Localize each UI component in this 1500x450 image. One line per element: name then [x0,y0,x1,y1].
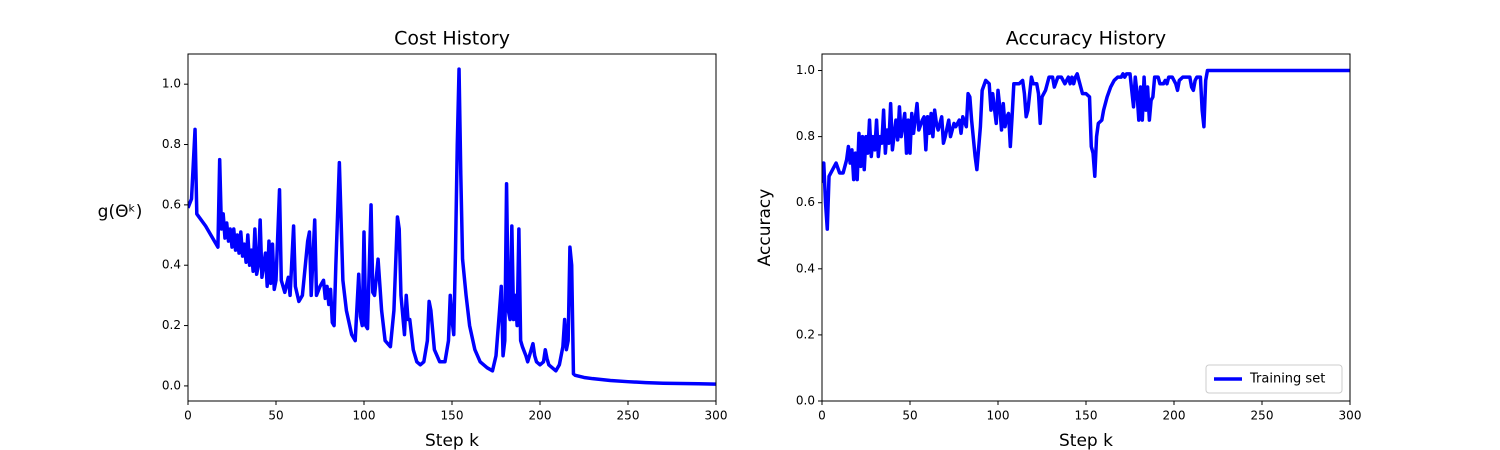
y-tick-label: 1.0 [796,63,815,77]
axes-frame [187,53,717,402]
y-tick-label: 0.2 [162,318,181,332]
y-tick-label: 0.6 [796,195,815,209]
x-tick-label: 300 [705,409,728,423]
legend-text: Training set [1249,372,1325,387]
y-axis-label: Accuracy [755,189,775,267]
x-tick-label: 50 [268,409,283,423]
x-tick-label: 300 [1339,409,1362,423]
x-tick-label: 200 [1163,409,1186,423]
chart-title: Cost History [394,28,510,50]
x-tick-label: 200 [529,409,552,423]
axes-frame [821,53,1351,402]
y-tick-label: 0.0 [796,394,815,408]
y-axis-label: g(Θᵏ) [98,202,143,222]
y-tick-label: 0.0 [162,378,181,392]
y-tick-label: 0.4 [162,258,181,272]
x-axis-label: Step k [425,431,479,450]
line [188,67,716,386]
x-tick-label: 250 [617,409,640,423]
x-tick-label: 150 [1075,409,1098,423]
y-tick-label: 0.2 [796,327,815,341]
x-tick-label: 0 [818,409,826,423]
y-tick-label: 0.6 [162,197,181,211]
x-tick-label: 50 [902,409,917,423]
x-tick-label: 100 [987,409,1010,423]
y-tick-label: 1.0 [162,77,181,91]
x-tick-label: 0 [184,409,192,423]
line [822,68,1350,231]
x-axis-label: Step k [1059,431,1113,450]
x-tick-label: 250 [1251,409,1274,423]
x-tick-label: 100 [353,409,376,423]
legend-box [1205,364,1343,394]
y-tick-label: 0.4 [796,261,815,275]
chart-title: Accuracy History [1006,28,1166,50]
x-tick-label: 150 [441,409,464,423]
y-tick-label: 0.8 [162,137,181,151]
y-tick-label: 0.8 [796,129,815,143]
